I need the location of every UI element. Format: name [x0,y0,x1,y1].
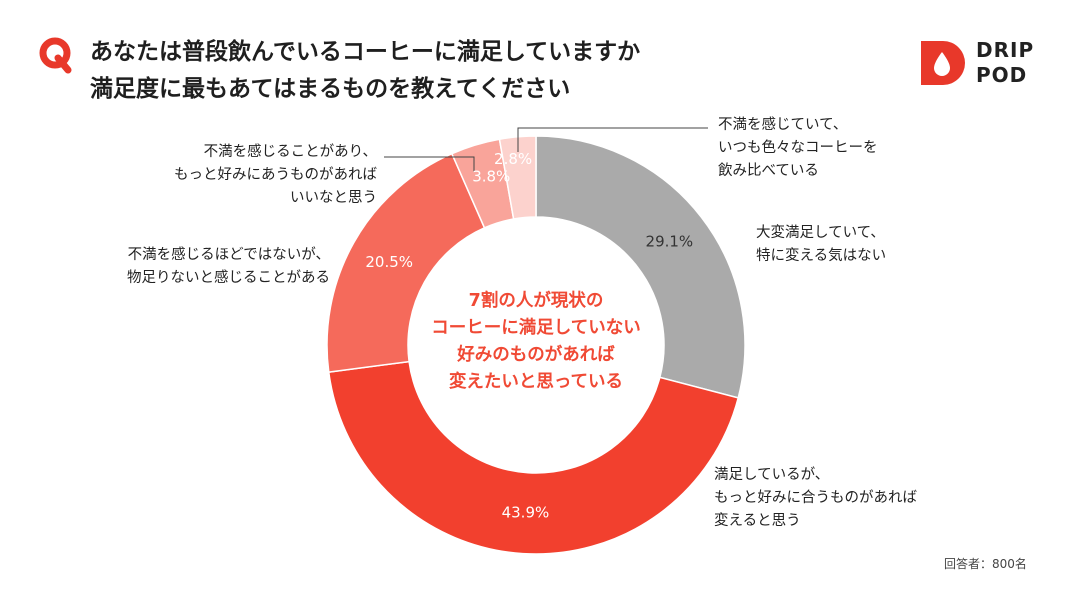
slice-label-line: もっと好みに合うものがあれば [714,490,917,506]
value-label-dissatisfied-compares: 2.8% [494,150,532,168]
slice-label-very-satisfied: 大変満足していて、 特に変える気はない [756,222,886,268]
slice-label-line: 不満を感じるほどではないが、 [127,247,330,263]
slice-label-line: いいなと思う [290,190,377,206]
value-labels: 29.1% 43.9% 20.5% 3.8%2.8% [365,150,693,522]
slice-label-line: 飲み比べている [718,163,819,179]
slice-label-line: 大変満足していて、 [756,225,885,241]
brand-wordmark-line-2: POD [976,63,1028,87]
question-title: あなたは普段飲んでいるコーヒーに満足していますか 満足度に最もあてはまるものを教… [90,34,640,108]
donut-center-message: 7割の人が現状の コーヒーに満足していない 好みのものがあれば 変えたいと思って… [386,288,686,396]
slice-very-satisfied [535,135,746,399]
slice-label-satisfied-would-switch: 満足しているが、 もっと好みに合うものがあれば 変えると思う [714,464,917,533]
slice-somewhat-lacking [326,152,486,373]
respondent-count: 回答者：800名 [944,557,1027,571]
slice-label-line: 不満を感じていて、 [718,117,848,133]
question-title-line-1: あなたは普段飲んでいるコーヒーに満足していますか [90,39,641,65]
leader-lines [384,127,708,172]
question-title-line-2: 満足度に最もあてはまるものを教えてください [90,76,571,102]
value-label-satisfied-would-switch: 43.9% [502,504,550,522]
brand-wordmark-line-1: DRIP [976,38,1035,62]
drop-logo-icon [921,41,965,85]
value-label-very-satisfied: 29.1% [646,233,694,251]
center-message-line: 好みのものがあれば [457,345,615,365]
slice-label-line: 不満を感じることがあり、 [203,144,377,160]
logo-drop-shape [934,52,950,76]
center-message-line: 変えたいと思っている [448,372,624,392]
slice-dissatisfied-compares [498,135,537,220]
brand-wordmark: DRIP POD [976,38,1034,88]
slice-label-line: 変えると思う [714,513,801,529]
slice-label-line: 特に変える気はない [756,248,887,264]
slice-label-line: 満足しているが、 [714,467,830,483]
center-message-line: 7割の人が現状の [468,291,604,311]
question-q-icon [39,37,72,74]
center-message-line: コーヒーに満足していない [431,318,641,338]
slice-label-line: もっと好みにあうものがあれば [174,167,377,183]
slice-label-line: いつも色々なコーヒーを [718,140,878,156]
value-label-somewhat-lacking: 20.5% [365,253,413,271]
value-label-sometimes-dissatisfied: 3.8% [472,167,510,185]
slice-label-line: 物足りないと感じることがある [127,270,330,286]
donut-slices [326,135,746,555]
leader-line-dissatisfied-compares [517,127,708,152]
slice-label-dissatisfied-compares: 不満を感じていて、 いつも色々なコーヒーを 飲み比べている [718,114,878,183]
slice-satisfied-would-switch [327,360,740,555]
leader-line-sometimes-dissatisfied [384,156,475,172]
slice-label-sometimes-dissatisfied: 不満を感じることがあり、 もっと好みにあうものがあれば いいなと思う [174,141,377,210]
slice-label-somewhat-lacking: 不満を感じるほどではないが、 物足りないと感じることがある [127,244,330,290]
